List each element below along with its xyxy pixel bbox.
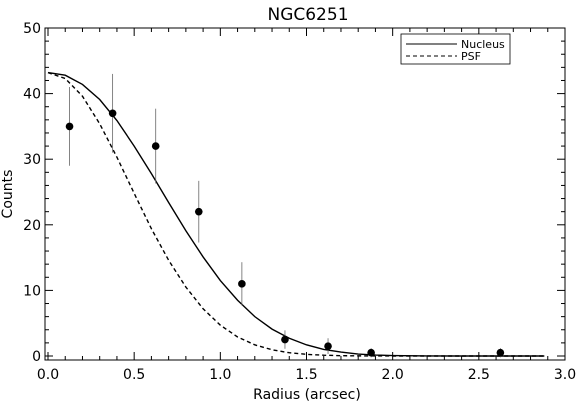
y-tick-label: 20 [23, 218, 41, 234]
x-axis: 0.0 0.5 1.0 1.5 2.0 2.5 3.0 [37, 28, 576, 383]
x-tick-label: 2.0 [382, 367, 404, 383]
x-tick-label: 1.5 [295, 367, 317, 383]
data-point [281, 335, 289, 344]
data-point [496, 348, 505, 357]
legend-label-psf: PSF [461, 50, 481, 63]
y-tick-label: 40 [23, 87, 41, 103]
x-tick-label: 1.0 [209, 367, 231, 383]
y-axis: 0 10 20 30 40 50 [23, 21, 565, 365]
y-axis-label: Counts [0, 170, 16, 219]
chart-title: NGC6251 [267, 5, 348, 25]
x-tick-label: 2.5 [468, 367, 490, 383]
y-tick-label: 50 [23, 21, 41, 37]
x-tick-label: 0.0 [37, 367, 59, 383]
data-point [65, 122, 74, 131]
series-line-psf [47, 71, 545, 357]
data-point [238, 280, 246, 288]
plot-frame [44, 27, 566, 361]
x-axis-label: Radius (arcsec) [253, 387, 361, 403]
x-tick-label: 0.5 [123, 367, 145, 383]
y-tick-label: 0 [32, 349, 41, 365]
data-point [367, 348, 375, 357]
data-point [194, 207, 203, 216]
series-line-nucleus [47, 71, 545, 357]
y-tick-label: 30 [23, 152, 41, 168]
y-tick-label: 10 [23, 283, 41, 299]
legend-box [400, 33, 511, 65]
points-layer [65, 73, 505, 358]
data-point [108, 109, 117, 118]
data-point [324, 342, 332, 350]
series-layer [47, 71, 545, 357]
legend-label-nucleus: Nucleus [461, 38, 505, 51]
x-tick-label: 3.0 [554, 367, 576, 383]
legend: Nucleus PSF [400, 33, 511, 65]
data-point [151, 142, 160, 150]
